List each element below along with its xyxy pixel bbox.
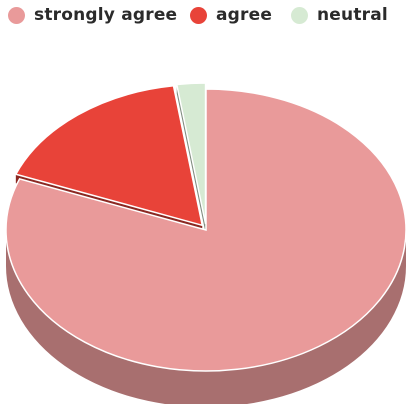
pie-slice-strongly-agree[interactable]: [5, 88, 407, 372]
chart-legend: strongly agree agree neutral: [0, 0, 408, 30]
pie-tops: [5, 82, 407, 372]
pie-slice-agree[interactable]: [14, 84, 204, 227]
legend-label-strongly-agree: strongly agree: [34, 5, 178, 25]
legend-swatch-agree: [190, 6, 207, 24]
legend-item-strongly-agree[interactable]: strongly agree: [8, 4, 177, 26]
legend-label-neutral: neutral: [317, 5, 388, 25]
legend-label-agree: agree: [216, 5, 273, 25]
legend-swatch-neutral: [291, 6, 308, 24]
legend-swatch-strongly-agree: [8, 6, 25, 24]
legend-item-agree[interactable]: agree: [190, 4, 272, 26]
pie-slice-side-strongly-agree: [6, 230, 406, 404]
legend-item-neutral[interactable]: neutral: [291, 4, 388, 26]
pie-slice-neutral[interactable]: [175, 82, 207, 225]
